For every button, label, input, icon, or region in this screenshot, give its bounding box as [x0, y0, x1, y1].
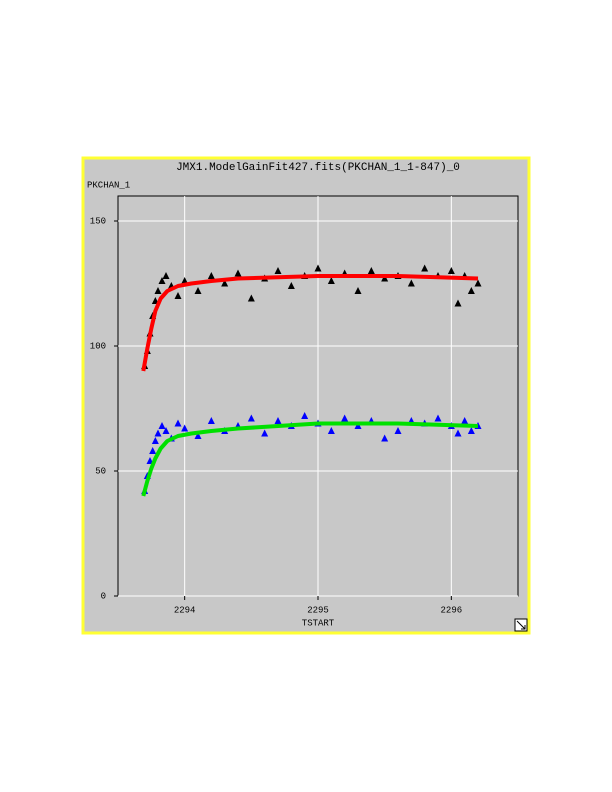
data-point: [454, 429, 462, 437]
data-point: [261, 429, 269, 437]
data-point: [394, 427, 402, 434]
data-point: [194, 287, 202, 294]
data-point: [151, 437, 159, 444]
data-point: [247, 294, 255, 302]
data-point: [207, 272, 215, 279]
data-point: [381, 434, 389, 442]
data-point: [234, 269, 242, 277]
data-point: [327, 277, 335, 284]
resize-arrow[interactable]: [516, 620, 526, 630]
data-point: [474, 279, 482, 287]
data-point: [274, 267, 282, 274]
x-tick-label: 2295: [307, 605, 329, 615]
data-point: [314, 264, 322, 272]
data-point: [407, 279, 415, 287]
data-point: [247, 414, 255, 422]
data-point: [274, 417, 282, 424]
data-point: [447, 267, 455, 274]
x-tick-label: 2296: [441, 605, 463, 615]
fit-line: [141, 421, 479, 497]
x-axis-label: TSTART: [302, 618, 335, 628]
data-point: [158, 422, 166, 429]
data-point: [154, 429, 162, 437]
data-point: [367, 267, 375, 274]
fit-line: [141, 274, 479, 372]
data-point: [327, 427, 335, 434]
data-point: [149, 447, 157, 454]
data-point: [341, 414, 349, 422]
plot-window: [81, 156, 531, 635]
data-point: [174, 292, 182, 299]
data-point: [154, 287, 162, 294]
resize-icon[interactable]: [514, 618, 528, 632]
data-point: [467, 427, 475, 434]
y-axis-label: PKCHAN_1: [87, 180, 130, 190]
data-point: [421, 264, 429, 272]
data-point: [181, 277, 189, 284]
data-point: [221, 279, 229, 287]
data-point: [467, 287, 475, 294]
data-point: [158, 277, 166, 284]
data-point: [287, 282, 295, 289]
data-point: [301, 412, 309, 419]
data-point: [174, 419, 182, 427]
data-point: [434, 414, 442, 422]
data-point: [461, 417, 469, 424]
data-point: [162, 272, 170, 279]
data-point: [162, 427, 170, 434]
y-tick-label: 100: [90, 341, 106, 351]
data-point: [194, 432, 202, 439]
data-point: [354, 287, 362, 294]
y-tick-label: 50: [95, 466, 106, 476]
x-tick-label: 2294: [174, 605, 196, 615]
y-tick-label: 0: [101, 591, 106, 601]
data-point: [454, 299, 462, 307]
data-point: [207, 417, 215, 424]
data-point: [181, 424, 189, 432]
chart-title: JMX1.ModelGainFit427.fits(PKCHAN_1_1-847…: [176, 162, 460, 174]
y-tick-label: 150: [90, 216, 106, 226]
